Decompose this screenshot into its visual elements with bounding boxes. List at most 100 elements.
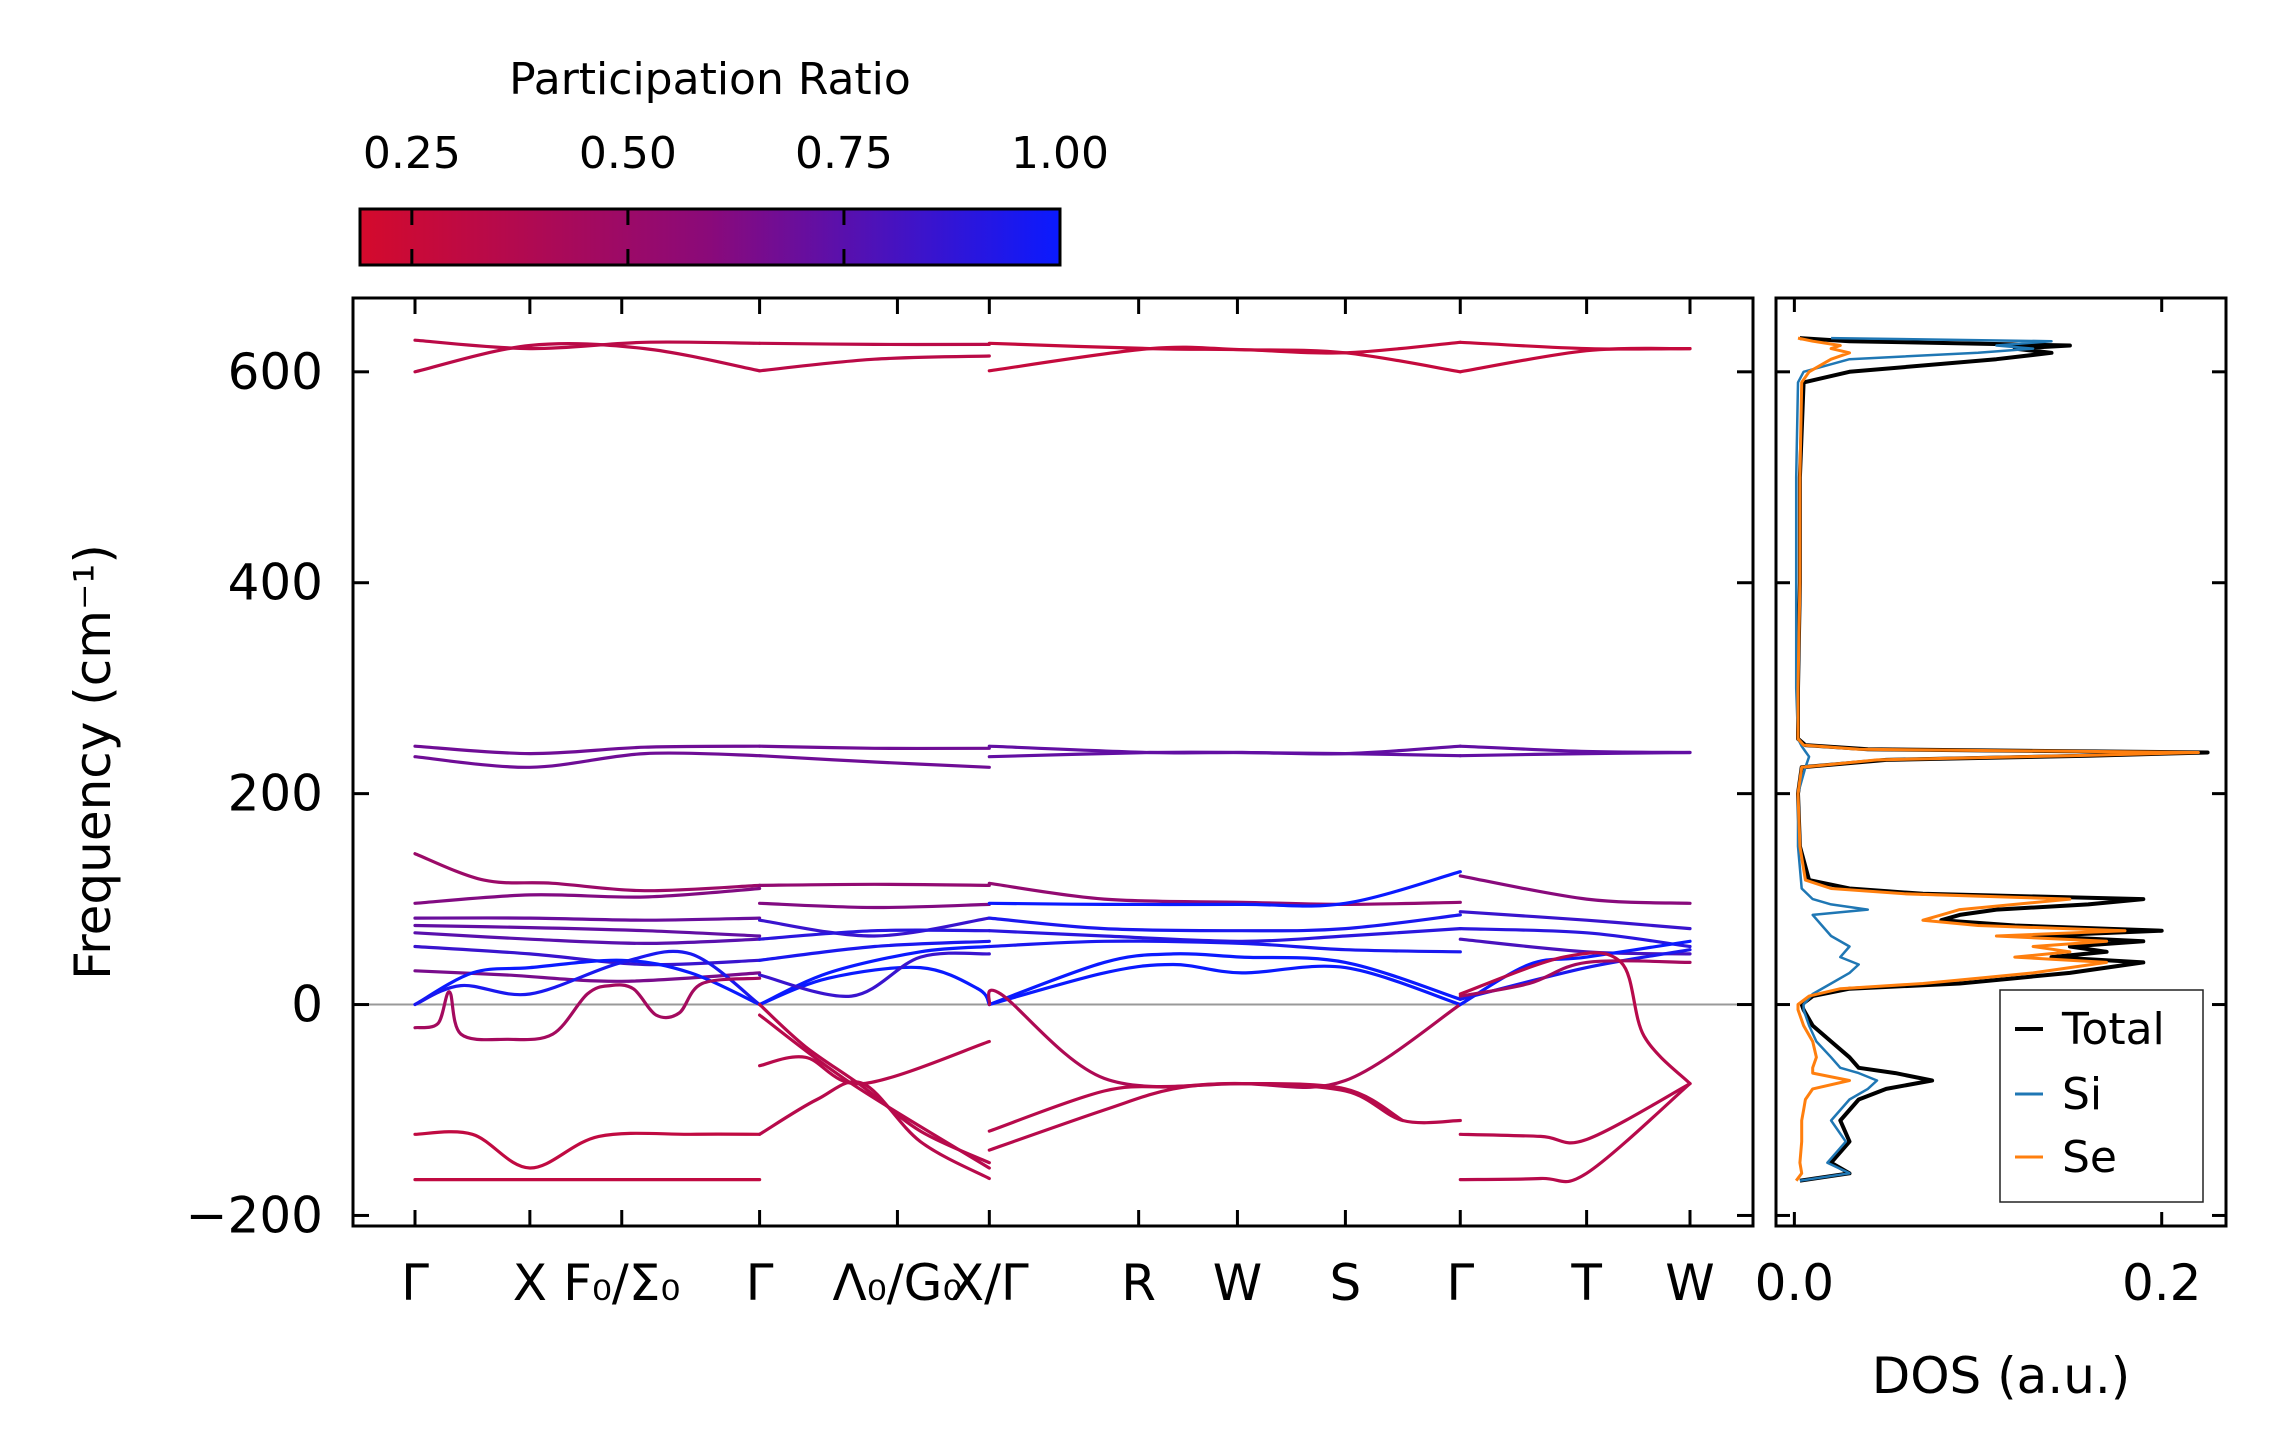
band-line [758, 341, 991, 347]
band-y-tick-label: −200 [186, 1186, 323, 1244]
band-line [1458, 951, 1692, 1086]
band-y-tick-label: 0 [291, 976, 323, 1034]
band-y-ticks: −200 0 200 400 600 [186, 343, 1753, 1244]
band-x-tick-label: T [1570, 1254, 1602, 1312]
band-line [758, 1080, 991, 1181]
band-line [758, 916, 991, 938]
band-line [1458, 910, 1692, 931]
dos-lines [1794, 336, 2210, 1183]
band-x-tick-label: W [1665, 1254, 1714, 1312]
band-line [758, 1002, 991, 1165]
band-line [987, 962, 1462, 1007]
band-y-tick-label: 200 [228, 765, 323, 823]
band-x-tick-label: X [513, 1254, 547, 1312]
band-line [987, 881, 1462, 906]
band-x-tick-label: Λ₀/G₀ [832, 1254, 962, 1312]
band-line [987, 939, 1462, 954]
band-line [987, 870, 1462, 908]
band-line [1458, 346, 1692, 374]
band-line [413, 342, 762, 374]
band-line [1458, 874, 1692, 905]
band-line [1458, 939, 1692, 1007]
band-line [1458, 927, 1692, 949]
band-line [758, 965, 991, 1007]
dos-line-si [1794, 336, 2053, 1182]
band-x-tick-label: R [1121, 1254, 1156, 1312]
band-line [758, 354, 991, 373]
band-line [758, 928, 991, 941]
legend-entry-si: Si [2015, 1069, 2102, 1120]
band-line [987, 913, 1462, 933]
band-line [758, 951, 991, 998]
band-line [413, 886, 762, 905]
dos-x-tick-label: 0.2 [2122, 1254, 2202, 1312]
band-line [987, 952, 1462, 1007]
band-line [758, 939, 991, 962]
band-line [758, 882, 991, 887]
band-line [987, 927, 1462, 943]
band-x-tick-label: Γ [1446, 1254, 1474, 1312]
band-line [1458, 750, 1692, 758]
band-line [758, 1039, 991, 1086]
colorbar: Participation Ratio 0.25 0.50 0.75 1.00 [358, 54, 1109, 267]
legend-label-si: Si [2062, 1069, 2102, 1120]
dos-x-ticks: 0.0 0.2 [1755, 298, 2202, 1312]
dos-x-tick-label: 0.0 [1755, 1254, 1835, 1312]
colorbar-tick-label: 0.50 [579, 128, 677, 179]
band-line [413, 976, 762, 1042]
colorbar-label: Participation Ratio [509, 54, 911, 105]
band-line [413, 949, 762, 1007]
band-line [413, 1130, 762, 1170]
colorbar-tick-label: 0.75 [795, 128, 893, 179]
colorbar-tick-label: 0.25 [363, 128, 461, 179]
band-x-tick-label: X/Γ [950, 1254, 1029, 1312]
legend-label-se: Se [2062, 1132, 2117, 1183]
colorbar-tick-label: 1.00 [1011, 128, 1109, 179]
band-line [987, 345, 1462, 374]
legend-label-total: Total [2061, 1004, 2165, 1055]
dos-axes-frame [1774, 296, 2228, 1228]
band-x-tick-label: W [1213, 1254, 1262, 1312]
colorbar-tick-labels: 0.25 0.50 0.75 1.00 [363, 128, 1109, 179]
band-line [758, 744, 991, 751]
dos-panel: 0.0 0.2 DOS (a.u.) Total Si Se [1755, 296, 2228, 1405]
band-line [413, 852, 762, 893]
band-line [413, 931, 762, 945]
band-line [413, 751, 762, 769]
dos-line-se [1794, 336, 2200, 1182]
band-line [413, 338, 762, 351]
band-y-axis-label: Frequency (cm⁻¹) [64, 544, 122, 980]
band-line [758, 1013, 991, 1170]
band-x-tick-label: Γ [401, 1254, 429, 1312]
dos-y-ticks [1776, 370, 2226, 1217]
band-y-tick-label: 400 [228, 554, 323, 612]
band-x-tick-label: Γ [746, 1254, 774, 1312]
dos-x-axis-label: DOS (a.u.) [1872, 1347, 2131, 1405]
legend-entry-total: Total [2015, 1004, 2165, 1055]
band-line [1458, 1082, 1692, 1145]
band-line [987, 1081, 1405, 1152]
band-x-ticks: Γ X F₀/Σ₀ Γ Λ₀/G₀X/Γ R W S Γ T W [401, 298, 1715, 1312]
legend-frame [1999, 989, 2204, 1203]
band-axes-frame [351, 296, 1755, 1228]
band-x-tick-label: F₀/Σ₀ [563, 1254, 680, 1312]
band-line [413, 744, 762, 756]
colorbar-ticks [410, 209, 1062, 265]
band-y-tick-label: 600 [228, 343, 323, 401]
dos-legend: Total Si Se [1999, 989, 2204, 1203]
band-lines [413, 338, 1692, 1184]
band-line [413, 958, 762, 1007]
legend-entry-se: Se [2015, 1132, 2117, 1183]
band-line [1458, 959, 1692, 998]
band-line [758, 754, 991, 769]
band-line [413, 923, 762, 938]
band-line [1458, 1082, 1692, 1184]
band-line [758, 901, 991, 910]
band-line [987, 750, 1462, 759]
band-x-tick-label: S [1330, 1254, 1362, 1312]
colorbar-gradient [358, 207, 1062, 267]
band-line [758, 944, 991, 1007]
band-line [413, 916, 762, 922]
